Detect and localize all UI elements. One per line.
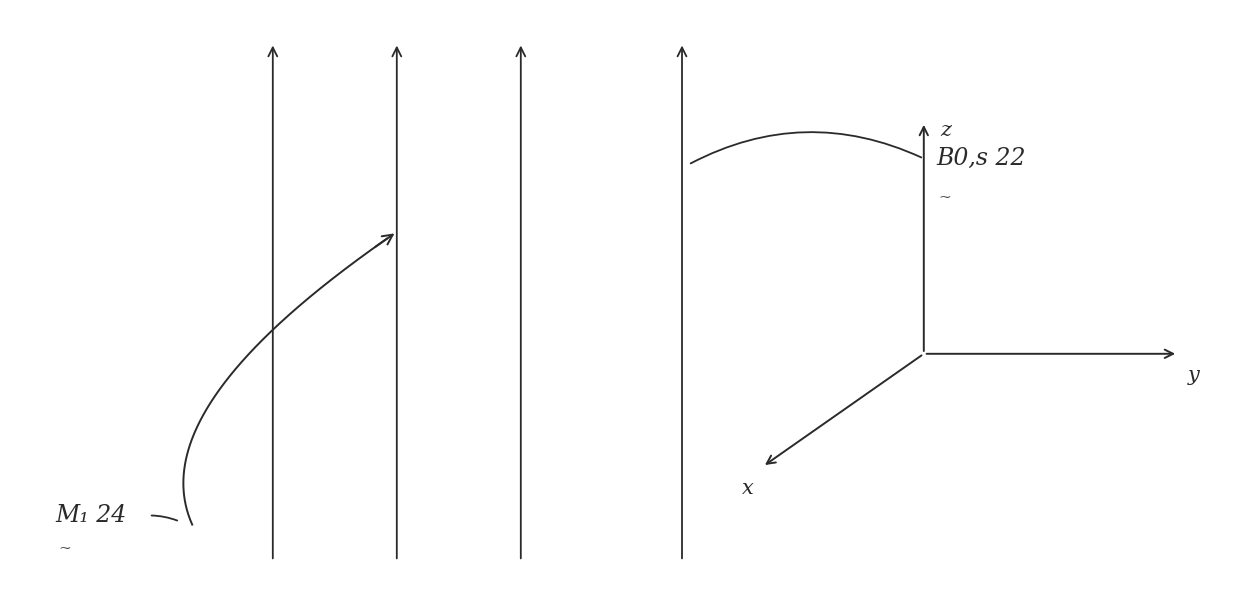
Text: z: z bbox=[940, 121, 951, 140]
Text: M₁ 24: M₁ 24 bbox=[56, 504, 126, 527]
Text: x: x bbox=[743, 479, 754, 498]
Text: y: y bbox=[1188, 366, 1199, 385]
Text: ~: ~ bbox=[939, 192, 951, 205]
Text: B0,s 22: B0,s 22 bbox=[936, 147, 1025, 170]
Text: ~: ~ bbox=[58, 542, 71, 556]
